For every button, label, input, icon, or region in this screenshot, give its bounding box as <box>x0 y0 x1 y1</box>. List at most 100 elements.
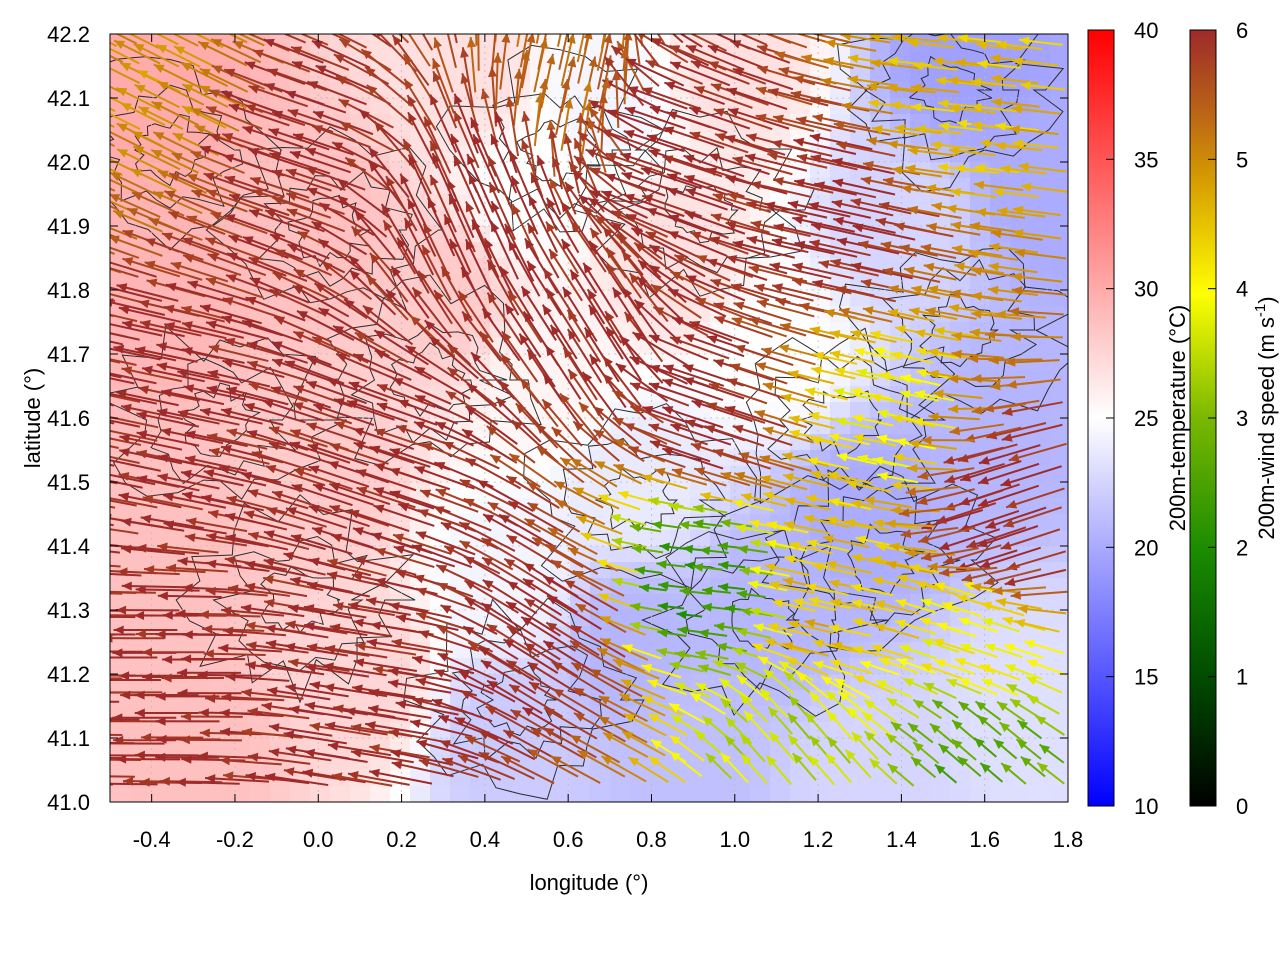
temperature-cell <box>350 66 371 83</box>
wind-arrow-head <box>98 344 109 353</box>
temperature-cell <box>810 162 831 179</box>
wind-arrow-shaft <box>110 523 114 527</box>
temperature-cell <box>670 786 691 802</box>
temperature-cell <box>250 306 271 323</box>
wind-arrow-head <box>474 14 483 24</box>
temperature-cell <box>990 770 1011 787</box>
temperature-cell <box>130 274 151 291</box>
temperature-cell <box>330 690 351 707</box>
temperature-cell <box>190 786 211 802</box>
temperature-cell <box>1010 146 1031 163</box>
temperature-cell <box>170 290 191 307</box>
temperature-cell <box>610 418 631 435</box>
temperature-cell <box>530 146 551 163</box>
wind-arrow-head <box>58 433 69 442</box>
wind-arrow-head <box>61 588 71 597</box>
wind-arrow-head <box>628 5 637 16</box>
wind-arrow-head <box>710 20 721 28</box>
temperature-cell <box>750 770 771 787</box>
temperature-cell <box>370 354 391 371</box>
temperature-cell <box>470 418 491 435</box>
temperature-cell <box>810 386 831 403</box>
temperature-cell <box>370 306 391 323</box>
temperature-cell <box>930 786 951 802</box>
temperature-cell <box>1030 258 1051 275</box>
wind-arrow-shaft <box>477 34 480 71</box>
temperature-cell <box>910 450 931 467</box>
temperature-cell <box>930 354 951 371</box>
temperature-cell <box>870 770 891 787</box>
temperature-cell <box>190 194 211 211</box>
temperature-cell <box>290 786 311 802</box>
temperature-cell <box>750 786 771 802</box>
temperature-cell <box>1050 370 1068 387</box>
temperature-cell <box>450 34 471 51</box>
wind-arrow-head <box>692 22 703 30</box>
wind-arrow-head <box>94 566 104 575</box>
temperature-cell <box>530 114 551 131</box>
wind-arrow-head <box>67 254 78 262</box>
temperature-cell <box>450 786 471 802</box>
temperature-cell <box>430 306 451 323</box>
temperature-cell <box>1010 706 1031 723</box>
temperature-cell <box>390 66 411 83</box>
temperature-cell <box>470 258 491 275</box>
temperature-cell <box>990 786 1011 802</box>
temperature-cell <box>930 722 951 739</box>
temperature-cell <box>910 754 931 771</box>
temperature-cell <box>730 786 751 802</box>
temperature-cell <box>190 130 211 147</box>
temperature-cell <box>810 290 831 307</box>
temperature-cell <box>230 786 251 802</box>
temperature-cell <box>1050 194 1068 211</box>
wind-arrow-head <box>339 11 350 20</box>
temperature-cell <box>190 354 211 371</box>
temperature-cell <box>310 786 331 802</box>
temperature-cell <box>970 418 991 435</box>
temperature-cell <box>850 226 871 243</box>
wind-arrow-head <box>201 20 212 29</box>
temperature-cell <box>1010 434 1031 451</box>
temperature-cell <box>150 610 171 627</box>
temperature-cell <box>410 130 431 147</box>
temperature-cell <box>790 770 811 787</box>
temperature-cell <box>530 290 551 307</box>
temperature-cell <box>350 338 371 355</box>
temperature-cell <box>1030 610 1051 627</box>
wind-arrow-shaft <box>110 633 116 636</box>
temperature-cell <box>870 146 891 163</box>
temperature-cell <box>550 98 571 115</box>
temperature-cell <box>770 690 791 707</box>
temperature-cell <box>470 466 491 483</box>
temperature-cell <box>290 146 311 163</box>
temperature-cell <box>770 34 791 51</box>
temperature-cell <box>610 114 631 131</box>
wind-arrow-head <box>603 17 612 28</box>
temperature-cell <box>290 114 311 131</box>
temperature-cell <box>870 114 891 131</box>
wind-arrow-head <box>59 558 69 567</box>
temperature-cell <box>950 226 971 243</box>
temperature-cell <box>330 786 351 802</box>
wind-arrow-head <box>774 25 785 34</box>
temperature-cell <box>810 338 831 355</box>
temperature-cell <box>690 306 711 323</box>
wind-arrow-head <box>110 319 111 322</box>
temperature-cell <box>990 194 1011 211</box>
temperature-cell <box>710 114 731 131</box>
wind-arrow-head <box>78 305 89 314</box>
temperature-cell <box>630 786 651 802</box>
temperature-cell <box>930 706 951 723</box>
temperature-cell <box>470 50 491 67</box>
temperature-cell <box>1030 578 1051 595</box>
temperature-cell <box>1010 338 1031 355</box>
temperature-cell <box>750 738 771 755</box>
temperature-cell <box>1030 194 1051 211</box>
wind-arrow-head <box>67 187 78 195</box>
wind-arrow-head <box>91 88 102 97</box>
wind-arrow-head <box>624 13 633 23</box>
wind-arrow-head <box>72 368 83 377</box>
wind-arrow-head <box>249 18 260 26</box>
temperature-cell <box>130 594 151 611</box>
temperature-cell <box>370 50 391 67</box>
